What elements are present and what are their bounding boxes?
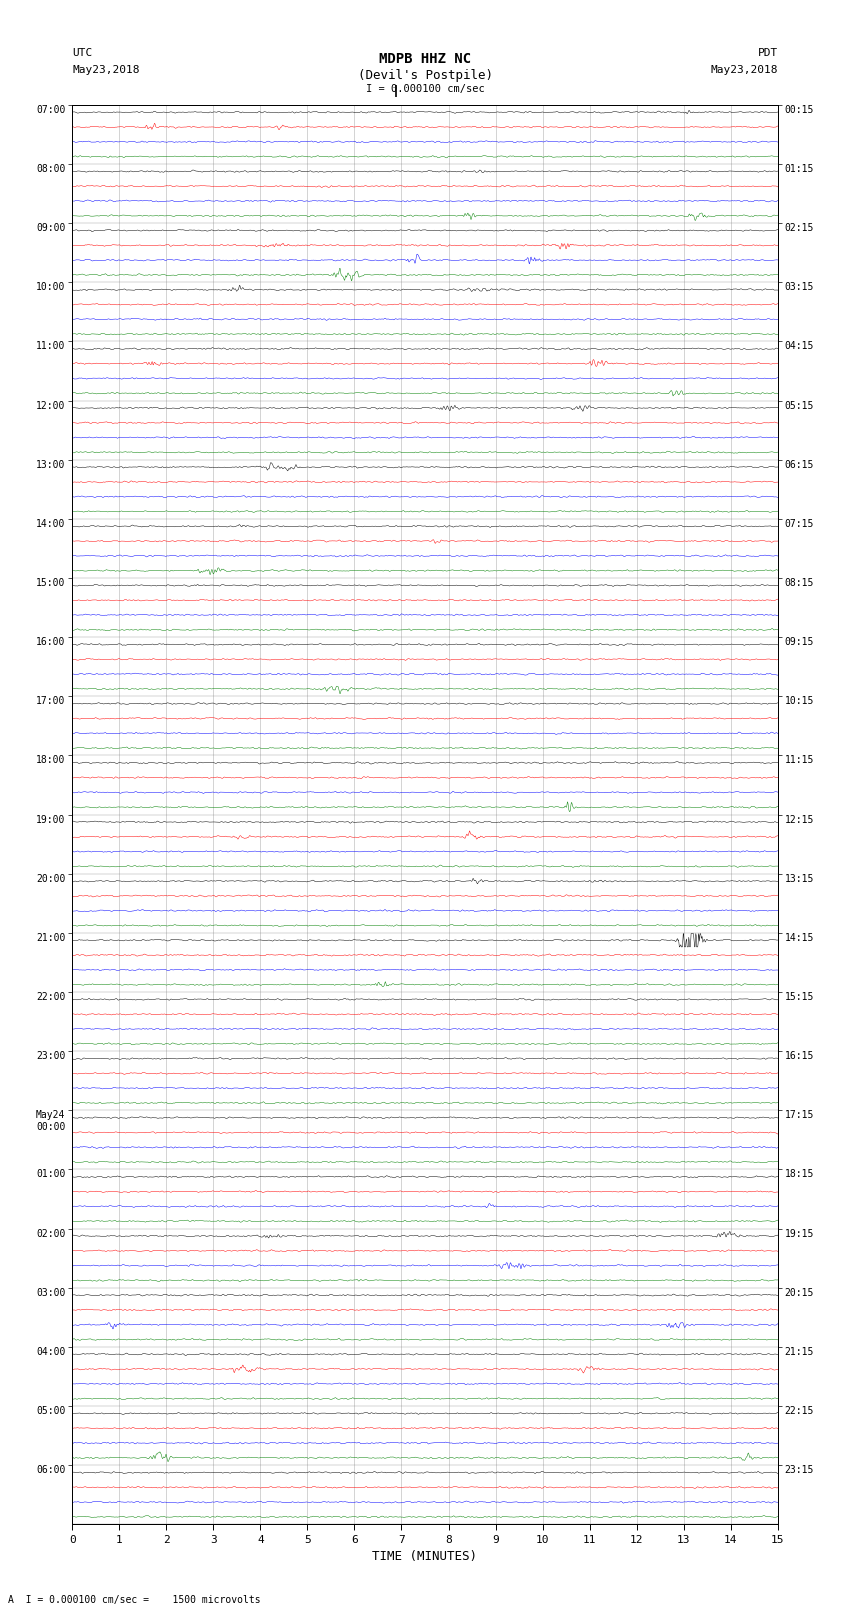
- Text: PDT: PDT: [757, 48, 778, 58]
- Text: A  I = 0.000100 cm/sec =    1500 microvolts: A I = 0.000100 cm/sec = 1500 microvolts: [8, 1595, 261, 1605]
- Text: (Devil's Postpile): (Devil's Postpile): [358, 69, 492, 82]
- X-axis label: TIME (MINUTES): TIME (MINUTES): [372, 1550, 478, 1563]
- Text: MDPB HHZ NC: MDPB HHZ NC: [379, 52, 471, 66]
- Text: May23,2018: May23,2018: [72, 65, 139, 74]
- Text: I = 0.000100 cm/sec: I = 0.000100 cm/sec: [366, 84, 484, 94]
- Text: May23,2018: May23,2018: [711, 65, 778, 74]
- Text: UTC: UTC: [72, 48, 93, 58]
